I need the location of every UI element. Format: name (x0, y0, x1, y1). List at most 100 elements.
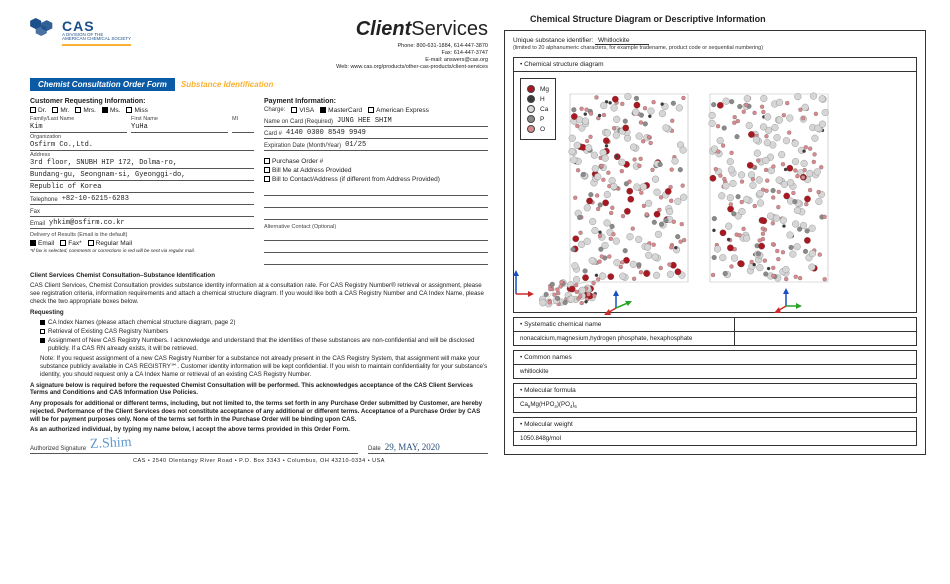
val-addr3[interactable]: Republic of Korea (30, 183, 101, 191)
val-org[interactable]: Osfirm Co.,Ltd. (30, 141, 93, 149)
cas-hex-icon (30, 18, 58, 36)
contact-email: E-mail: answers@cas.org (336, 57, 488, 64)
req2-box[interactable] (40, 329, 45, 334)
alt-line1[interactable] (264, 230, 488, 241)
structure-panel: • Chemical structure diagram MgHCaPO (513, 57, 917, 313)
alt-line3[interactable] (264, 254, 488, 265)
contact-web: Web: www.cas.org/products/other-cas-prod… (336, 64, 488, 71)
uid-sub: (limited to 20 alphanumeric characters, … (513, 45, 917, 51)
com-v: whitlockite (514, 365, 916, 378)
mf-h: • Molecular formula (514, 384, 916, 398)
billto-line2[interactable] (264, 197, 488, 208)
delivery-heading: Delivery of Results (Email is the defaul… (30, 232, 254, 238)
card-mc[interactable]: MasterCard (320, 107, 362, 114)
req3-box[interactable] (40, 338, 45, 343)
com-h: • Common names (514, 351, 916, 365)
molecular-weight-panel: • Molecular weight 1050.848g/mol (513, 417, 917, 446)
sig-label: Authorized Signature (30, 446, 86, 452)
title-dr[interactable]: Dr. (30, 107, 46, 114)
bar-blue: Chemist Consultation Order Form (30, 78, 175, 91)
billto-line1[interactable] (264, 185, 488, 196)
lbl-exp: Expiration Date (Month/Year) (264, 143, 341, 149)
payment-column: Payment Information: Charge: VISA Master… (264, 95, 488, 266)
title-ms[interactable]: Ms. (102, 107, 120, 114)
footer-address: CAS • 2540 Olentangy River Road • P.O. B… (30, 458, 488, 464)
body-p1: CAS Client Services, Chemist Consultatio… (30, 282, 488, 305)
req2: Retrieval of Existing CAS Registry Numbe… (48, 328, 168, 336)
customer-heading: Customer Requesting Information: (30, 98, 254, 105)
card-visa[interactable]: VISA (291, 107, 314, 114)
legend: MgHCaPO (520, 78, 556, 140)
molecular-formula-panel: • Molecular formula Ca9Mg(HPO4)(PO4)6 (513, 383, 917, 413)
structure-panel-h: • Chemical structure diagram (514, 58, 916, 72)
title-mrs[interactable]: Mrs. (75, 107, 96, 114)
val-mi[interactable] (232, 122, 254, 133)
crystal-diagram (564, 78, 910, 306)
contact-phone: Phone: 800-631-1884, 614-447-3870 (336, 43, 488, 50)
po-checkbox[interactable]: Purchase Order # (264, 158, 323, 165)
val-addr2[interactable]: Bundang-gu, Seongnam-si, Gyeonggi-do, (30, 171, 185, 179)
val-exp[interactable]: 01/25 (345, 141, 366, 149)
axis-icon-1 (512, 268, 536, 298)
val-cardname[interactable]: JUNG HEE SHIM (337, 117, 392, 125)
date-value[interactable]: 29, MAY, 2020 (385, 442, 440, 452)
deliv-mail[interactable]: Regular Mail (88, 240, 133, 247)
cs-bold: Client (356, 18, 412, 40)
val-tel[interactable]: +82-10-6215-6283 (62, 195, 129, 203)
payment-heading: Payment Information: (264, 98, 488, 105)
body-p2: A signature below is required before the… (30, 382, 488, 398)
mw-h: • Molecular weight (514, 418, 916, 432)
req3: Assignment of New CAS Registry Numbers. … (48, 337, 488, 353)
val-lastname[interactable]: Kim (30, 123, 43, 131)
customer-column: Customer Requesting Information: Dr. Mr.… (30, 95, 254, 266)
uid-label: Unique substance identifier: (513, 37, 593, 44)
deliv-email[interactable]: Email (30, 240, 54, 247)
body-text: Client Services Chemist Consultation–Sub… (30, 272, 488, 435)
body-p4: As an authorized individual, by typing m… (30, 426, 488, 434)
billto-line3[interactable] (264, 209, 488, 220)
body-p3: Any proposals for additional or differen… (30, 400, 488, 423)
header: CAS A DIVISION OF THE AMERICAN CHEMICAL … (30, 18, 488, 72)
body-h1: Client Services Chemist Consultation–Sub… (30, 272, 488, 280)
lbl-tel: Telephone (30, 197, 58, 203)
deliv-fax[interactable]: Fax* (60, 240, 81, 247)
structure-page: Chemical Structure Diagram or Descriptiv… (500, 0, 940, 584)
lbl-charge: Charge: (264, 107, 285, 113)
contact-fax: Fax: 614-447-3747 (336, 50, 488, 57)
right-title: Chemical Structure Diagram or Descriptiv… (530, 14, 930, 24)
fax-note: *If fax is selected, comments or correct… (30, 249, 254, 254)
date-label: Date (368, 446, 381, 452)
val-email[interactable]: yhkim@osfirm.co.kr (49, 219, 125, 227)
systematic-name-panel: • Systematic chemical name nonacalcium,m… (513, 317, 917, 346)
lbl-email: Email (30, 221, 45, 227)
mw-v: 1050.848g/mol (514, 432, 916, 445)
cas-subtitle-2: AMERICAN CHEMICAL SOCIETY (62, 37, 131, 42)
title-miss[interactable]: Miss (126, 107, 147, 114)
bar-yellow: Substance Identification (177, 78, 277, 91)
val-cardno[interactable]: 4140 0300 8549 9949 (286, 129, 366, 137)
sys-h: • Systematic chemical name (514, 318, 735, 332)
val-firstname[interactable]: YuHa (131, 123, 148, 131)
common-names-panel: • Common names whitlockite (513, 350, 917, 379)
req-heading: Requesting (30, 309, 488, 317)
billto-checkbox[interactable]: Bill to Contact/Address (if different fr… (264, 176, 440, 183)
client-services-block: ClientServices Phone: 800-631-1884, 614-… (336, 18, 488, 72)
order-form-page: CAS A DIVISION OF THE AMERICAN CHEMICAL … (0, 0, 500, 584)
val-addr1[interactable]: 3rd floor, SNUBH HIP 172, Dolma-ro, (30, 159, 177, 167)
title-mr[interactable]: Mr. (52, 107, 69, 114)
lbl-cardno: Card # (264, 131, 282, 137)
mf-v: Ca9Mg(HPO4)(PO4)6 (514, 398, 916, 412)
lbl-fax: Fax (30, 209, 40, 215)
card-amex[interactable]: American Express (368, 107, 429, 114)
billme-checkbox[interactable]: Bill Me at Address Provided (264, 167, 351, 174)
sig-value[interactable]: Z.Shim (90, 435, 132, 453)
uid-value[interactable]: Whitlockite (595, 37, 649, 45)
axis-icon-2 (604, 288, 634, 318)
alt-line2[interactable] (264, 242, 488, 253)
sys-v: nonacalcium,magnesium,hydrogen phosphate… (514, 332, 735, 345)
req1-box[interactable] (40, 320, 45, 325)
right-outer-box: Unique substance identifier: Whitlockite… (504, 30, 926, 455)
axis-icon-3 (774, 286, 804, 316)
req1: CA Index Names (please attach chemical s… (48, 319, 235, 327)
cs-thin: Services (411, 18, 488, 40)
